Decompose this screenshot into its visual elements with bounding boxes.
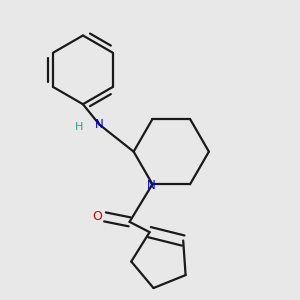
Text: N: N <box>146 179 155 192</box>
Text: N: N <box>95 118 104 131</box>
Text: O: O <box>92 210 102 224</box>
Text: H: H <box>75 122 83 132</box>
